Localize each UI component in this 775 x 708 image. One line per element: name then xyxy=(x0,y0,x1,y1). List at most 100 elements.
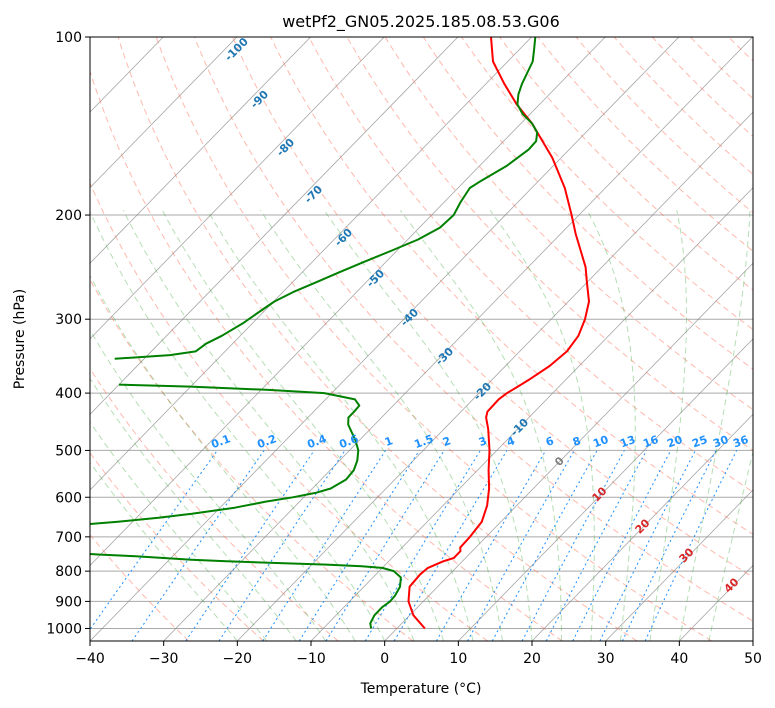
x-tick-label: 40 xyxy=(670,651,688,667)
mixing-ratio-label: 20 xyxy=(665,433,684,451)
x-tick-label: 10 xyxy=(449,651,467,667)
dry-adiabat-line xyxy=(90,278,414,641)
mixing-ratio-line xyxy=(262,450,387,641)
mixing-ratio-line xyxy=(545,450,647,641)
mixing-ratio-line xyxy=(185,450,315,641)
mixing-ratio-label: 6 xyxy=(544,434,556,449)
dry-adiabat-line xyxy=(690,37,753,100)
isotherm-line xyxy=(90,37,385,340)
dry-adiabat-line xyxy=(117,37,638,641)
mixing-ratio-label: 1 xyxy=(383,434,395,449)
dry-adiabat-label: -30 xyxy=(433,345,456,368)
x-tick-label: 50 xyxy=(744,651,762,667)
moist-adiabat-line xyxy=(90,421,268,641)
dry-adiabat-line xyxy=(384,37,753,411)
mixing-ratio-line xyxy=(572,450,672,641)
isotherm-line xyxy=(605,489,753,641)
dry-adiabat-line xyxy=(308,37,753,493)
dry-adiabat-line xyxy=(232,37,753,578)
x-tick-label: −20 xyxy=(223,651,253,667)
mixing-ratio-line xyxy=(298,450,420,641)
dry-adiabat-label: -50 xyxy=(364,267,387,290)
mixing-ratio-label: 0.2 xyxy=(255,432,278,451)
mixing-ratio-label: 30 xyxy=(711,433,730,451)
isotherm-line xyxy=(163,37,753,641)
moist-adiabat-line xyxy=(489,210,595,641)
mixing-ratio-label: 10 xyxy=(591,433,610,451)
mixing-ratio-line xyxy=(435,450,547,641)
y-tick-label: 200 xyxy=(55,208,82,224)
dry-adiabat-line xyxy=(90,69,563,641)
x-axis-label: Temperature (°C) xyxy=(360,681,482,697)
dry-adiabat-line xyxy=(90,452,264,641)
chart-title: wetPf2_GN05.2025.185.08.53.G06 xyxy=(282,12,560,32)
moist-adiabat-line xyxy=(323,210,533,641)
mixing-ratio-line xyxy=(599,450,696,641)
isotherm-line xyxy=(90,37,532,491)
profile-line xyxy=(407,37,590,630)
x-tick-label: −10 xyxy=(296,651,326,667)
isotherm-line xyxy=(237,111,753,641)
mixing-ratio-label: 0.6 xyxy=(337,432,360,451)
mixing-ratio-label: 16 xyxy=(641,433,660,451)
mixing-ratio-line xyxy=(644,450,738,641)
dry-adiabat-label: -60 xyxy=(332,226,355,249)
y-tick-label: 400 xyxy=(55,386,82,402)
mixing-ratio-label: 2 xyxy=(441,434,453,449)
y-tick-label: 900 xyxy=(55,594,82,610)
mixing-ratio-line xyxy=(393,450,508,641)
dry-adiabat-line xyxy=(651,37,753,138)
dry-adiabat-label: -40 xyxy=(398,306,421,329)
dry-adiabat-line xyxy=(155,37,712,641)
moist-adiabat-line xyxy=(260,210,503,641)
mixing-ratio-label: 13 xyxy=(618,433,637,450)
isotherm-line xyxy=(310,187,753,641)
dry-adiabat-label: -90 xyxy=(248,88,271,111)
x-tick-label: −30 xyxy=(149,651,179,667)
profile-line xyxy=(90,383,402,629)
dry-adiabat-label: 20 xyxy=(633,516,653,536)
x-tick-label: 0 xyxy=(380,651,389,667)
mixing-ratio-line xyxy=(218,450,346,641)
isotherm-line xyxy=(384,262,753,641)
y-tick-label: 100 xyxy=(55,30,82,46)
isotherm-line xyxy=(90,37,680,641)
x-tick-label: 30 xyxy=(597,651,615,667)
dry-adiabat-label: -20 xyxy=(471,380,494,403)
dry-adiabat-label: -100 xyxy=(222,35,251,64)
isotherm-line xyxy=(90,37,606,567)
mixing-ratio-label: 1.5 xyxy=(412,432,435,451)
mixing-ratio-label: 0.1 xyxy=(209,432,232,451)
y-tick-label: 500 xyxy=(55,443,82,459)
dry-adiabat-line xyxy=(537,37,753,252)
mixing-ratio-line xyxy=(521,450,625,641)
y-axis-label: Pressure (hPa) xyxy=(12,289,28,389)
y-tick-label: 700 xyxy=(55,530,82,546)
mixing-ratio-line xyxy=(364,450,481,641)
mixing-ratio-label: 8 xyxy=(571,434,583,449)
dry-adiabat-line xyxy=(90,367,339,641)
moist-adiabat-line xyxy=(90,377,297,641)
isotherm-line xyxy=(90,37,459,415)
y-tick-label: 1000 xyxy=(46,621,82,637)
mixing-ratio-line xyxy=(325,450,445,641)
mixing-ratio-label: 36 xyxy=(731,433,750,451)
data-profiles xyxy=(90,37,590,630)
isotherm-line xyxy=(90,37,311,264)
moist-adiabat-line xyxy=(399,210,562,641)
y-tick-label: 600 xyxy=(55,490,82,506)
dry-adiabat-label: 30 xyxy=(677,545,697,565)
dry-adiabat-label: -70 xyxy=(302,183,325,206)
mixing-ratio-label: 25 xyxy=(690,433,709,450)
dry-adiabat-label: 40 xyxy=(722,575,742,595)
isotherm-line xyxy=(531,413,753,641)
isotherm-line xyxy=(752,640,753,641)
dry-adiabat-line xyxy=(728,37,753,62)
dry-adiabat-label: -80 xyxy=(274,136,297,159)
moist-adiabat-line xyxy=(708,449,753,641)
moist-adiabat-line xyxy=(161,210,445,641)
mixing-ratio-line xyxy=(131,450,265,641)
moist-adiabat-line xyxy=(649,210,687,641)
moist-adiabat-line xyxy=(206,210,474,641)
